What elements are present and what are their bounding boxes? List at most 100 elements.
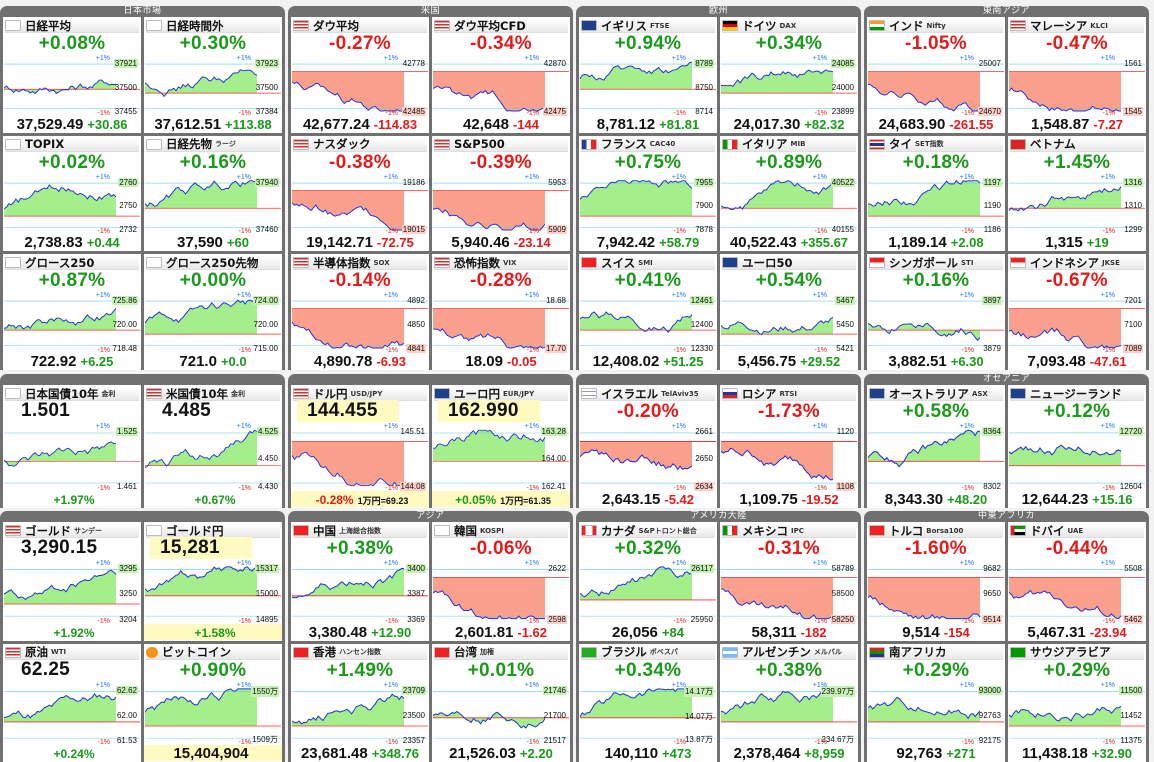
- price-change: -154: [943, 624, 970, 640]
- market-card[interactable]: ビットコイン +0.90% 1550万 1509万 +1% -1% 15,404,90…: [144, 643, 282, 762]
- market-name: 南アフリカ: [889, 645, 947, 659]
- market-group: 中東アフリカ トルコ Borsa100 -1.60% 9682 9514 9650 +…: [864, 511, 1149, 762]
- minus-one-percent-label: -1%: [673, 617, 686, 625]
- chart-area: [4, 442, 116, 467]
- market-card[interactable]: ゴールド円 15,281 15317 14895 15000 +1% -1% +1.58…: [144, 522, 282, 641]
- market-sub: KLCI: [1090, 21, 1108, 30]
- market-card[interactable]: S&P500 -0.39% 5953 5909 +1% -1% 5,940.46 -23…: [432, 135, 570, 252]
- market-card[interactable]: タイ SET指数 +0.18% 1197 1186 1190 +1% -1% 1,189…: [867, 135, 1005, 252]
- price-chart: 724.00 715.00 720.00 +1% -1%: [145, 292, 281, 354]
- market-group: 欧州 イギリス FTSE +0.94% 8789 8714 8750 +1% -1% 8…: [576, 6, 861, 370]
- market-name: インド: [889, 19, 924, 33]
- price-line: [1009, 87, 1121, 112]
- market-card[interactable]: 原油 WTI 62.25 62.62 61.53 62.00 +1% -1% +0.24…: [3, 643, 141, 762]
- market-card[interactable]: 日経平均 +0.08% 37921 37455 37500 +1% -1% 37,529…: [3, 17, 141, 133]
- market-card[interactable]: イスラエル TelAviv35 -0.20% 2661 2634 2650 +1% -1…: [579, 385, 717, 508]
- market-card[interactable]: ユーロ50 +0.54% 5467 5421 5450 +1% -1% 5,456.75…: [720, 254, 858, 370]
- change-percent: 1.501: [21, 400, 71, 421]
- change-percent: +0.08%: [38, 33, 106, 54]
- market-name: 日経平均: [25, 19, 71, 33]
- plus-one-percent-label: +1%: [524, 423, 539, 430]
- chart-area: [868, 577, 980, 619]
- market-card[interactable]: ブラジル ボベスパ +0.34% 14.17万 13.87万 14.07万 +1% -1…: [579, 643, 717, 762]
- minus-one-percent-label: -1%: [385, 617, 398, 625]
- price-chart: 26117 25950 +1% -1%: [580, 560, 716, 625]
- market-card[interactable]: ユーロ円 EUR/JPY 162.990 163.28 162.41 164.00 +…: [432, 385, 570, 508]
- card-title: イギリス FTSE: [581, 19, 715, 33]
- market-card[interactable]: 韓国 KOSPI -0.06% 2622 2598 +1% -1% 2,601.81-…: [432, 522, 570, 641]
- market-card[interactable]: グロース250先物 +0.00% 724.00 715.00 720.00 +1% -1…: [144, 254, 282, 370]
- market-card[interactable]: ニュージーランド +0.12% 12720 12604 +1% -1% 12,644.…: [1008, 385, 1146, 508]
- card-title: グロース250先物: [146, 256, 280, 271]
- market-card[interactable]: インド Nifty -1.05% 25007 24670 +1% -1% 24,683…: [867, 17, 1005, 133]
- chart-area: [4, 184, 116, 216]
- tick-low: 37455: [114, 106, 137, 116]
- tick-low: 92175: [978, 736, 1001, 745]
- market-card[interactable]: カナダ S&Pトロント総合 +0.32% 26117 25950 +1% -1% 26…: [579, 522, 717, 641]
- market-card[interactable]: 日経先物 ラージ +0.16% 37940 37460 +1% -1% 37,590 +…: [144, 135, 282, 252]
- change-percent: -0.31%: [757, 538, 820, 559]
- minus-one-percent-label: -1%: [238, 228, 251, 236]
- flag-icon: [434, 257, 450, 269]
- market-card[interactable]: ロシア RTSI -1.73% 1120 1108 +1% -1% 1,109.75-…: [720, 385, 858, 508]
- flag-icon: [581, 20, 597, 31]
- price-value: 5,456.75: [737, 352, 797, 370]
- market-card[interactable]: TOPIX +0.02% 2760 2732 2750 +1% -1% 2,738.83…: [3, 135, 141, 252]
- market-card[interactable]: 恐怖指数 VIX -0.28% 18.68 17.70 +1% -1% 18.09 -0…: [432, 254, 570, 370]
- market-card[interactable]: メキシコ IPC -0.31% 58789 58250 58500 +1% -1% 58…: [720, 522, 858, 641]
- market-card[interactable]: ゴールド サンデー 3,290.15 3295 3204 3250 +1% -1% +1…: [3, 522, 141, 641]
- market-card[interactable]: イギリス FTSE +0.94% 8789 8714 8750 +1% -1% 8,78…: [579, 17, 717, 133]
- price-chart: 12461 12330 12400 +1% -1%: [580, 292, 716, 354]
- plus-one-percent-label: +1%: [812, 423, 827, 430]
- market-group: 日本国債10年 金利 1.501 1.525 1.461 +1% -1% +1.97%…: [0, 374, 285, 508]
- market-card[interactable]: ベトナム +1.45% 1316 1299 1310 +1% -1% 1,315 +19: [1008, 135, 1146, 252]
- market-card[interactable]: アルゼンチン メルバル +0.38% 239.97万 234.67万 +1% -1% …: [720, 643, 858, 762]
- plus-one-percent-label: +1%: [95, 292, 110, 300]
- market-card[interactable]: 日本国債10年 金利 1.501 1.525 1.461 +1% -1% +1.97%: [3, 385, 141, 508]
- market-card[interactable]: マレーシア KLCI -0.47% 1561 1545 +1% -1% 1,548.8…: [1008, 17, 1146, 133]
- price-change: +82.32: [804, 116, 845, 132]
- market-card[interactable]: 半導体指数 SOX -0.14% 4892 4841 4850 +1% -1% 4,89…: [291, 254, 429, 370]
- tick-low: 25950: [690, 614, 713, 624]
- market-card[interactable]: 南アフリカ +0.29% 93000 92175 92763 +1% -1% 92,76…: [867, 643, 1005, 762]
- flag-icon: [722, 525, 738, 536]
- change-percent: -1.73%: [757, 401, 820, 422]
- market-card[interactable]: スイス SMI +0.41% 12461 12330 12400 +1% -1% 12,…: [579, 254, 717, 370]
- card-title: S&P500: [434, 137, 568, 152]
- market-card[interactable]: 香港 ハンセン指数 +1.49% 23709 23357 23500 +1% -1% 2…: [291, 643, 429, 762]
- price-chart: 5467 5421 5450 +1% -1%: [721, 292, 857, 354]
- price-value: 18.09: [465, 352, 503, 370]
- market-card[interactable]: グロース250 +0.87% 725.86 718.48 720.00 +1% -1% …: [3, 254, 141, 370]
- market-card[interactable]: 中国 上海総合指数 +0.38% 3400 3369 3387 +1% -1% 3,38…: [291, 522, 429, 641]
- tick-high: 3400: [406, 564, 426, 573]
- market-card[interactable]: ダウ平均 -0.27% 42778 42485 +1% -1% 42,677.24 -1…: [291, 17, 429, 133]
- price-line: [580, 179, 693, 200]
- market-card[interactable]: オーストラリア ASX +0.58% 8364 8302 +1% -1% 8,343.…: [867, 385, 1005, 508]
- market-name: 日経時間外: [166, 19, 224, 33]
- market-card[interactable]: ダウ平均CFD -0.34% 42870 42475 +1% -1% 42,648 -1…: [432, 17, 570, 133]
- market-card[interactable]: ナスダック -0.38% 19186 19015 +1% -1% 19,142.71-…: [291, 135, 429, 252]
- flag-icon: [869, 388, 885, 399]
- tick-mid: 12400: [690, 320, 713, 330]
- market-card[interactable]: ドイツ DAX +0.34% 24085 23899 24000 +1% -1% 24,…: [720, 17, 858, 133]
- sparkline: [4, 182, 140, 228]
- market-card[interactable]: トルコ Borsa100 -1.60% 9682 9514 9650 +1% -1% 9…: [867, 522, 1005, 641]
- market-card[interactable]: 日経時間外 +0.30% 37923 37384 37500 +1% -1% 37,61…: [144, 17, 282, 133]
- market-card[interactable]: インドネシア JKSE -0.67% 7201 7089 7100 +1% -1% 7,…: [1008, 254, 1146, 370]
- group-grid: 中国 上海総合指数 +0.38% 3400 3369 3387 +1% -1% 3,38…: [291, 522, 570, 762]
- market-card[interactable]: シンガポール STI +0.16% 3897 3879 +1% -1% 3,882.5…: [867, 254, 1005, 370]
- price-change: +12.90: [371, 624, 412, 640]
- market-card[interactable]: ドル円 USD/JPY 144.455 145.51 144.08 +1% -1% -…: [291, 385, 429, 508]
- market-card[interactable]: イタリア MIB +0.89% 40522 40155 +1% -1% 40,522.…: [720, 135, 858, 252]
- change-percent: -0.14%: [328, 270, 391, 292]
- price-line: [145, 69, 258, 98]
- market-card[interactable]: サウジアラビア +0.29% 11500 11375 11452 +1% -1% 11,…: [1008, 643, 1146, 762]
- market-card[interactable]: フランス CAC40 +0.75% 7955 7878 7900 +1% -1% 7,9…: [579, 135, 717, 252]
- market-card[interactable]: ドバイ UAE -0.44% 5508 5462 +1% -1% 5,467.31 -2…: [1008, 522, 1146, 641]
- market-name: イスラエル: [601, 387, 659, 401]
- sparkline: [4, 301, 140, 347]
- market-card[interactable]: 米国債10年 金利 4.485 4.525 4.430 4.450 +1% -1% +0…: [144, 385, 282, 508]
- change-percent: +0.12%: [1043, 401, 1111, 422]
- market-card[interactable]: 台湾 加権 +0.01% 21746 21517 21700 +1% -1% 21,52…: [432, 643, 570, 762]
